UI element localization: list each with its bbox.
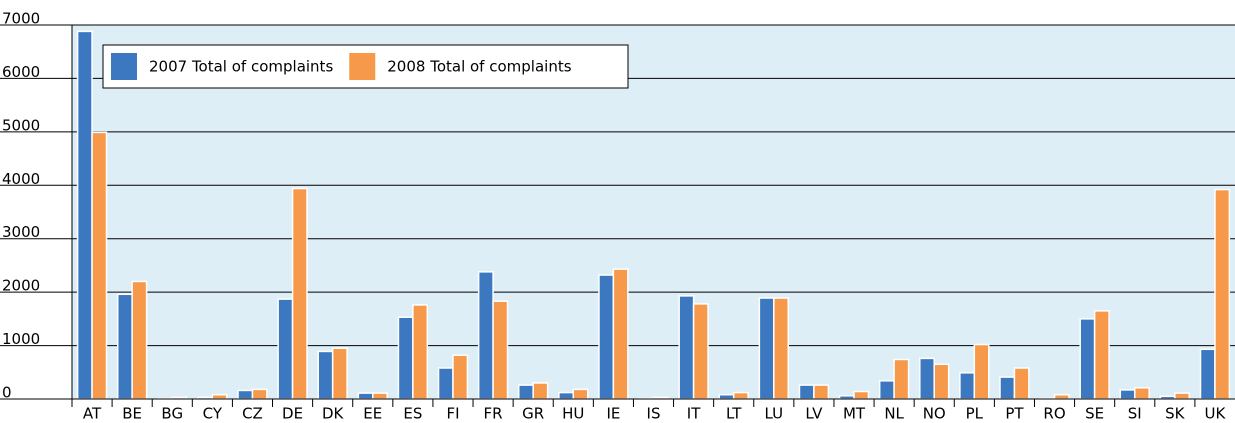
bar xyxy=(452,354,469,400)
x-tick-label: UK xyxy=(1205,405,1227,423)
bar xyxy=(919,357,935,400)
x-tick-label: LV xyxy=(805,405,823,423)
bar xyxy=(1079,318,1096,400)
bar xyxy=(397,316,414,400)
bar xyxy=(893,358,910,400)
bar xyxy=(1013,367,1030,400)
bar xyxy=(959,372,976,400)
legend-swatch xyxy=(111,53,137,80)
bar xyxy=(237,389,254,400)
y-tick-label: 4000 xyxy=(2,170,40,188)
bar xyxy=(331,347,348,400)
bar xyxy=(598,274,615,400)
y-tick-label: 2000 xyxy=(2,277,40,295)
bar xyxy=(1214,188,1231,400)
x-tick-label: ES xyxy=(403,405,422,423)
legend-swatch xyxy=(349,53,376,80)
bar xyxy=(999,376,1016,400)
bar xyxy=(277,298,294,400)
bar xyxy=(211,393,228,400)
x-tick-label: IT xyxy=(687,405,701,423)
bar xyxy=(251,388,268,400)
bar xyxy=(372,392,388,400)
x-tick-label: SI xyxy=(1128,405,1142,423)
y-tick-label: 0 xyxy=(2,384,12,402)
legend-label: 2007 Total of complaints xyxy=(149,58,333,76)
bar xyxy=(1093,310,1110,400)
bar xyxy=(1174,392,1191,400)
x-tick-label: MT xyxy=(843,405,866,423)
bar xyxy=(532,382,549,400)
bar xyxy=(692,303,709,400)
y-tick-label: 3000 xyxy=(2,223,40,241)
y-tick-label: 6000 xyxy=(2,63,40,81)
x-tick-label: SK xyxy=(1165,405,1186,423)
legend-label: 2008 Total of complaints xyxy=(387,58,571,76)
bar xyxy=(572,388,589,400)
x-tick-label: NO xyxy=(923,405,946,423)
bar xyxy=(973,343,990,400)
x-tick-label: BE xyxy=(122,405,142,423)
x-tick-label: FR xyxy=(484,405,503,423)
bar xyxy=(1133,387,1150,400)
x-tick-label: IE xyxy=(606,405,620,423)
y-tick-label: 5000 xyxy=(2,116,40,134)
bar xyxy=(678,295,695,400)
x-tick-label: LU xyxy=(765,405,784,423)
bar xyxy=(437,367,454,400)
bar xyxy=(492,300,509,400)
bar xyxy=(853,390,870,400)
bar xyxy=(291,187,308,400)
x-tick-label: CY xyxy=(203,405,223,423)
bar xyxy=(477,271,494,400)
x-tick-label: RO xyxy=(1043,405,1065,423)
x-tick-label: PL xyxy=(966,405,984,423)
bar xyxy=(1199,348,1216,400)
x-tick-label: BG xyxy=(161,405,183,423)
bar xyxy=(412,304,429,400)
bar xyxy=(91,131,108,400)
bar xyxy=(518,384,534,400)
bar xyxy=(933,363,950,400)
x-tick-label: LT xyxy=(726,405,742,423)
bar xyxy=(773,297,789,400)
x-tick-label: IS xyxy=(647,405,661,423)
bar xyxy=(813,384,830,400)
bar xyxy=(1053,393,1070,400)
x-tick-label: DK xyxy=(322,405,345,423)
x-tick-label: EE xyxy=(363,405,382,423)
bar xyxy=(357,392,374,400)
y-tick-label: 1000 xyxy=(2,330,40,348)
bar xyxy=(558,391,575,400)
x-tick-label: PT xyxy=(1005,405,1024,423)
bar xyxy=(612,268,629,400)
bar xyxy=(1119,389,1136,400)
y-tick-label: 7000 xyxy=(2,10,40,28)
x-tick-label: CZ xyxy=(242,405,263,423)
bar xyxy=(317,350,334,400)
x-tick-label: NL xyxy=(884,405,904,423)
bar xyxy=(732,391,749,400)
x-tick-label: AT xyxy=(83,405,102,423)
bar xyxy=(76,30,93,400)
bar xyxy=(131,280,148,400)
x-tick-label: DE xyxy=(282,405,303,423)
x-tick-label: SE xyxy=(1085,405,1104,423)
x-tick-label: HU xyxy=(562,405,584,423)
bar xyxy=(878,380,895,400)
x-tick-label: GR xyxy=(522,405,544,423)
bar xyxy=(116,293,133,400)
bar xyxy=(718,393,735,400)
x-tick-label: FI xyxy=(446,405,459,423)
bar xyxy=(758,297,775,400)
bar xyxy=(798,384,815,400)
